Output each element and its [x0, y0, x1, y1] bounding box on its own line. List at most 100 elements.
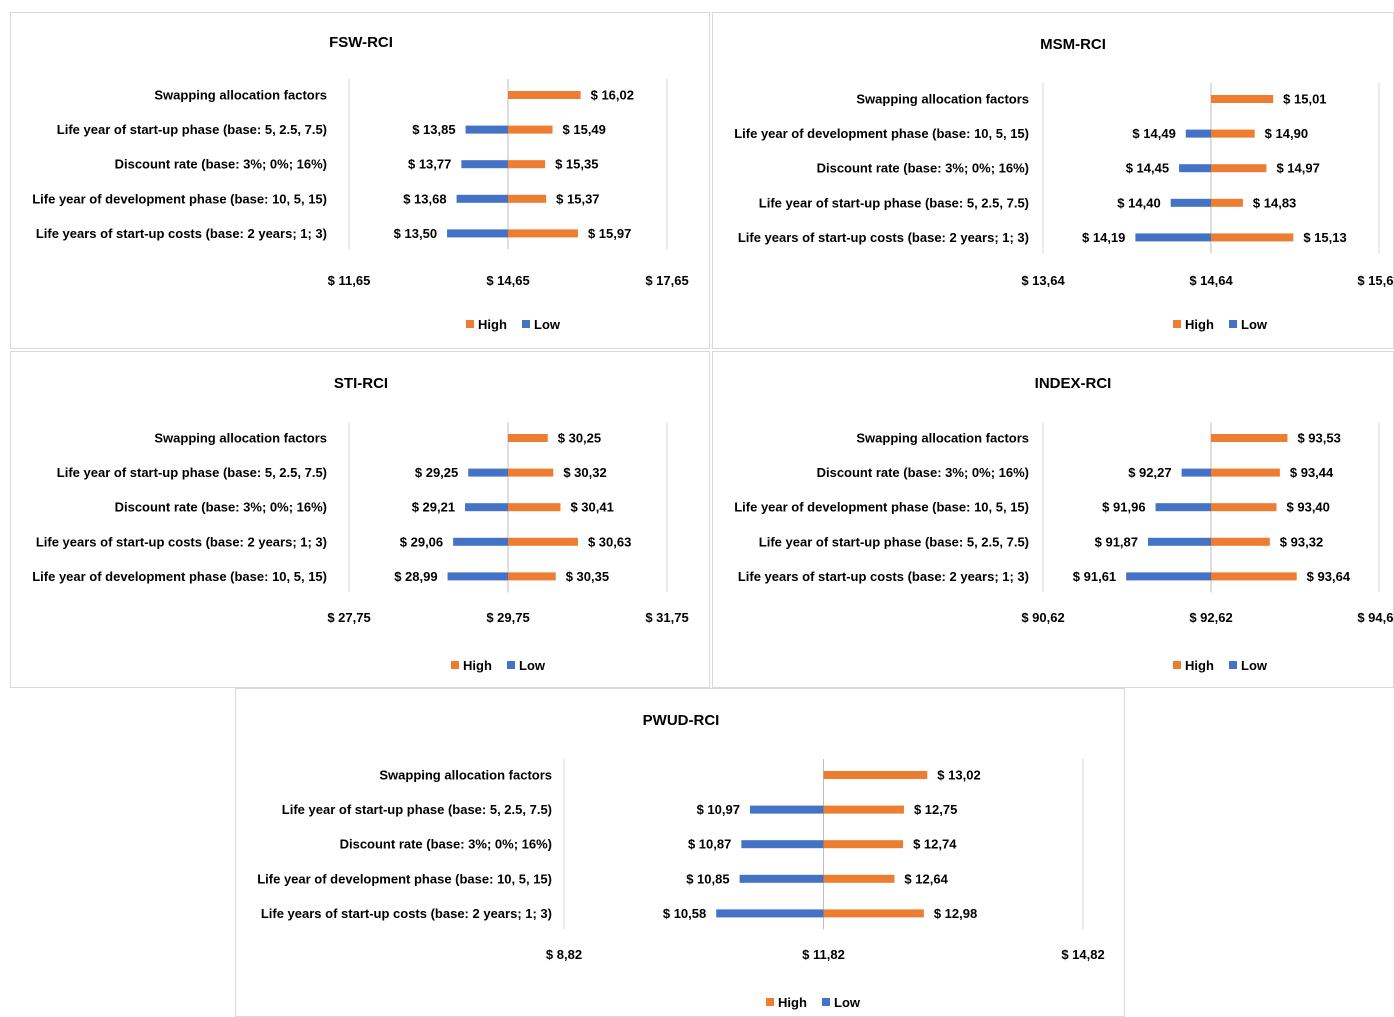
bar-low: [1185, 129, 1211, 138]
category-label: Life year of development phase (base: 10…: [32, 569, 327, 584]
chart-panel-pwud: PWUD-RCI Swapping allocation factors $ 13,…: [235, 688, 1125, 1017]
bar-high: [508, 91, 581, 99]
legend-label-low: Low: [1241, 317, 1268, 332]
bar-high: [1211, 537, 1270, 546]
chart-title: PWUD-RCI: [643, 712, 720, 729]
category-label: Discount rate (base: 3%; 0%; 16%): [817, 161, 1029, 176]
bar-high: [1211, 468, 1280, 477]
legend-label-high: High: [1185, 658, 1214, 673]
legend: High Low: [1173, 658, 1268, 673]
bar-low: [739, 874, 824, 883]
bar-high: [1211, 164, 1267, 173]
data-label-low: $ 13,50: [394, 226, 437, 241]
bar-high: [508, 572, 556, 581]
category-label: Life years of start-up costs (base: 2 ye…: [738, 569, 1029, 584]
chart-title: FSW-RCI: [329, 34, 393, 51]
data-label-low: $ 14,40: [1117, 195, 1160, 210]
bar-high: [823, 771, 928, 779]
chart-svg-pwud: PWUD-RCI Swapping allocation factors $ 13,…: [257, 712, 1104, 1010]
bar-high: [508, 434, 548, 442]
data-label-high: $ 15,49: [563, 122, 606, 137]
data-label-high: $ 12,75: [914, 802, 957, 817]
x-tick-label: $ 11,82: [802, 947, 845, 962]
legend: High Low: [766, 995, 861, 1010]
bar-high: [508, 468, 554, 477]
data-label-high: $ 14,83: [1253, 195, 1296, 210]
data-label-low: $ 91,61: [1073, 569, 1116, 584]
data-label-low: $ 13,77: [408, 157, 451, 172]
legend-swatch-low: [1229, 320, 1237, 328]
chart-panel-msm: MSM-RCI Swapping allocation factors $ 15,0…: [712, 12, 1394, 349]
legend: High Low: [1173, 317, 1268, 332]
chart-panel-index: INDEX-RCI Swapping allocation factors $ 93…: [712, 351, 1394, 688]
bar-high: [508, 503, 561, 512]
data-label-low: $ 14,45: [1126, 161, 1169, 176]
bar-high: [1211, 503, 1277, 512]
x-tick-label: $ 13,64: [1021, 273, 1065, 288]
data-label-low: $ 13,68: [403, 191, 446, 206]
bar-high: [1211, 129, 1255, 138]
data-label-low: $ 10,58: [663, 906, 706, 921]
data-label-high: $ 16,02: [591, 88, 634, 103]
bar-low: [1135, 233, 1211, 242]
bar-high: [1211, 233, 1294, 242]
data-label-high: $ 15,97: [588, 226, 631, 241]
bar-high: [1211, 95, 1274, 103]
data-label-low: $ 29,21: [412, 500, 455, 515]
data-label-high: $ 13,02: [937, 768, 980, 783]
bar-low: [465, 503, 508, 512]
bar-low: [1170, 198, 1211, 207]
bar-high: [508, 194, 547, 203]
data-label-high: $ 30,41: [570, 500, 613, 515]
chart-svg-index: INDEX-RCI Swapping allocation factors $ 93…: [734, 375, 1393, 673]
legend: High Low: [466, 317, 561, 332]
data-label-high: $ 12,98: [934, 906, 977, 921]
legend-swatch-high: [1173, 320, 1181, 328]
data-label-high: $ 14,90: [1265, 126, 1308, 141]
data-label-low: $ 14,49: [1132, 126, 1175, 141]
bar-high: [823, 909, 924, 918]
category-label: Discount rate (base: 3%; 0%; 16%): [115, 500, 327, 515]
legend-swatch-low: [522, 320, 530, 328]
bar-low: [749, 805, 824, 814]
x-tick-label: $ 14,64: [1189, 273, 1233, 288]
bar-low: [456, 194, 508, 203]
chart-svg-fsw: FSW-RCI Swapping allocation factors $ 16,0…: [32, 34, 688, 332]
x-tick-label: $ 90,62: [1021, 610, 1064, 625]
category-label: Swapping allocation factors: [856, 431, 1029, 446]
data-label-low: $ 10,97: [697, 802, 740, 817]
bar-high: [823, 874, 895, 883]
legend-swatch-high: [766, 998, 774, 1006]
data-label-low: $ 91,87: [1095, 534, 1138, 549]
data-label-high: $ 93,44: [1290, 465, 1334, 480]
data-label-low: $ 10,87: [688, 837, 731, 852]
legend-label-low: Low: [834, 995, 861, 1010]
bar-high: [508, 229, 578, 238]
category-label: Discount rate (base: 3%; 0%; 16%): [115, 157, 327, 172]
bar-high: [823, 840, 904, 849]
data-label-high: $ 12,74: [913, 837, 957, 852]
x-tick-label: $ 14,82: [1061, 947, 1104, 962]
category-label: Swapping allocation factors: [856, 92, 1029, 107]
legend-swatch-low: [1229, 661, 1237, 669]
category-label: Life years of start-up costs (base: 2 ye…: [261, 906, 552, 921]
bar-low: [447, 229, 508, 238]
data-label-high: $ 93,64: [1307, 569, 1351, 584]
x-tick-label: $ 92,62: [1189, 610, 1232, 625]
bar-low: [1126, 572, 1211, 581]
x-tick-label: $ 17,65: [645, 273, 688, 288]
category-label: Swapping allocation factors: [154, 88, 327, 103]
bar-low: [1179, 164, 1211, 173]
chart-svg-sti: STI-RCI Swapping allocation factors $ 30,2…: [32, 375, 688, 673]
legend-swatch-high: [1173, 661, 1181, 669]
category-label: Life year of start-up phase (base: 5, 2.…: [759, 534, 1029, 549]
x-tick-label: $ 8,82: [546, 947, 582, 962]
bar-high: [508, 160, 546, 169]
x-tick-label: $ 15,64: [1357, 273, 1393, 288]
data-label-high: $ 30,63: [588, 534, 631, 549]
data-label-low: $ 28,99: [394, 569, 437, 584]
category-label: Life year of start-up phase (base: 5, 2.…: [282, 802, 552, 817]
legend: High Low: [451, 658, 546, 673]
category-label: Life years of start-up costs (base: 2 ye…: [36, 226, 327, 241]
data-label-high: $ 30,32: [563, 465, 606, 480]
